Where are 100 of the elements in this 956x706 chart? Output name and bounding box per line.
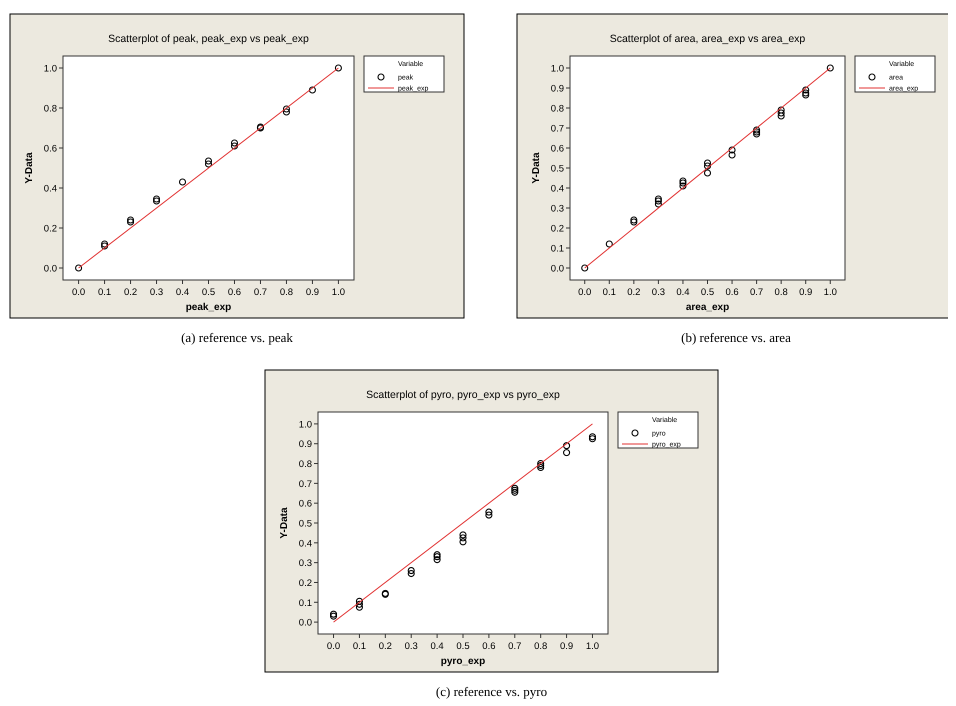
point bbox=[459, 531, 467, 538]
x-tick-label: 0.0 bbox=[578, 287, 592, 298]
point bbox=[654, 195, 662, 203]
y-tick-label: 0.2 bbox=[550, 224, 564, 234]
y-tick-label: 0.6 bbox=[298, 498, 312, 510]
x-tick-label: 0.8 bbox=[774, 287, 788, 298]
point bbox=[434, 556, 441, 564]
point bbox=[588, 433, 596, 440]
point bbox=[778, 106, 785, 114]
y-axis-title: Y-Data bbox=[24, 152, 35, 184]
point bbox=[485, 508, 492, 516]
y-tick-label: 1.0 bbox=[44, 64, 57, 74]
x-tick-label: 0.3 bbox=[652, 287, 665, 298]
point bbox=[459, 534, 467, 542]
y-tick-label: 0.6 bbox=[550, 144, 564, 154]
point bbox=[101, 240, 108, 248]
y-tick-label: 0.3 bbox=[550, 204, 564, 214]
y-tick-label: 0.7 bbox=[298, 478, 312, 490]
chart-title: Scatterplot of pyro, pyro_exp vs pyro_exp bbox=[366, 389, 560, 401]
point bbox=[826, 64, 834, 72]
point bbox=[704, 162, 712, 170]
point bbox=[753, 130, 760, 138]
point bbox=[308, 86, 316, 94]
chart-title: Scatterplot of area, area_exp vs area_exp bbox=[610, 33, 806, 45]
point bbox=[728, 146, 736, 154]
point bbox=[434, 553, 441, 560]
y-tick-label: 0.1 bbox=[550, 244, 564, 254]
point bbox=[537, 460, 544, 468]
y-tick-label: 0.2 bbox=[298, 578, 312, 589]
x-tick-label: 0.7 bbox=[508, 641, 522, 652]
text: (b) reference vs. area bbox=[681, 330, 792, 345]
y-tick-label: 0.3 bbox=[298, 558, 312, 570]
point bbox=[178, 178, 186, 186]
x-tick-label: 0.5 bbox=[456, 641, 470, 652]
point bbox=[356, 598, 363, 605]
point bbox=[778, 112, 785, 120]
y-tick-label: 0.6 bbox=[44, 144, 57, 154]
x-tick-label: 0.9 bbox=[799, 287, 812, 298]
text: (a) reference vs. peak bbox=[181, 330, 294, 345]
point bbox=[563, 442, 570, 450]
y-axis-title: Y-Data bbox=[279, 507, 290, 539]
point bbox=[127, 218, 134, 226]
x-tick-label: 0.1 bbox=[98, 287, 112, 298]
x-tick-label: 0.4 bbox=[430, 641, 444, 652]
y-tick-label: 0.9 bbox=[298, 439, 312, 450]
x-tick-label: 0.9 bbox=[560, 641, 574, 652]
point bbox=[408, 570, 415, 578]
point bbox=[606, 240, 613, 248]
y-tick-label: 0.8 bbox=[550, 104, 564, 114]
x-tick-label: 0.6 bbox=[725, 287, 739, 298]
point bbox=[802, 89, 810, 97]
x-tick-label: 0.3 bbox=[404, 641, 418, 652]
point bbox=[679, 177, 686, 185]
x-tick-label: 0.9 bbox=[306, 287, 320, 298]
chart-title: Scatterplot of peak, peak_exp vs peak_exp bbox=[108, 33, 310, 45]
point bbox=[356, 600, 363, 608]
point bbox=[630, 216, 638, 224]
y-tick-label: 0.4 bbox=[298, 538, 312, 550]
point bbox=[704, 159, 712, 167]
x-tick-label: 0.7 bbox=[254, 287, 268, 298]
point bbox=[434, 551, 441, 558]
x-tick-label: 0.5 bbox=[202, 287, 216, 298]
x-tick-label: 1.0 bbox=[824, 287, 837, 298]
point bbox=[679, 182, 686, 190]
y-tick-label: 0.5 bbox=[298, 518, 312, 530]
point bbox=[356, 604, 363, 611]
y-tick-label: 1.0 bbox=[550, 64, 564, 74]
x-tick-label: 0.8 bbox=[280, 287, 294, 298]
point bbox=[282, 108, 290, 116]
x-tick-label: 0.0 bbox=[326, 641, 340, 652]
x-tick-label: 0.0 bbox=[72, 287, 86, 298]
y-tick-label: 1.0 bbox=[298, 419, 312, 430]
point bbox=[654, 200, 662, 208]
x-tick-label: 0.2 bbox=[627, 287, 640, 298]
x-tick-label: 0.5 bbox=[700, 287, 714, 298]
x-tick-label: 1.0 bbox=[332, 287, 346, 298]
x-tick-label: 0.6 bbox=[228, 287, 242, 298]
point bbox=[630, 218, 638, 226]
point bbox=[511, 486, 518, 494]
point bbox=[334, 64, 342, 72]
x-tick-label: 1.0 bbox=[586, 641, 600, 652]
y-tick-label: 0.7 bbox=[550, 124, 564, 134]
point bbox=[802, 91, 810, 99]
x-axis-title: pyro_exp bbox=[440, 656, 486, 667]
point bbox=[728, 151, 736, 159]
point bbox=[563, 449, 570, 456]
point bbox=[654, 197, 662, 205]
y-tick-label: 0.4 bbox=[44, 184, 57, 194]
x-tick-label: 0.6 bbox=[482, 641, 496, 652]
point bbox=[778, 109, 785, 117]
point bbox=[581, 264, 588, 272]
point bbox=[408, 567, 415, 574]
point bbox=[152, 197, 160, 205]
point bbox=[511, 484, 518, 492]
point bbox=[459, 538, 467, 546]
point bbox=[537, 464, 544, 472]
y-tick-label: 0.2 bbox=[44, 224, 57, 234]
point bbox=[127, 216, 134, 224]
text: (c) reference vs. pyro bbox=[436, 684, 548, 699]
point bbox=[753, 126, 760, 134]
